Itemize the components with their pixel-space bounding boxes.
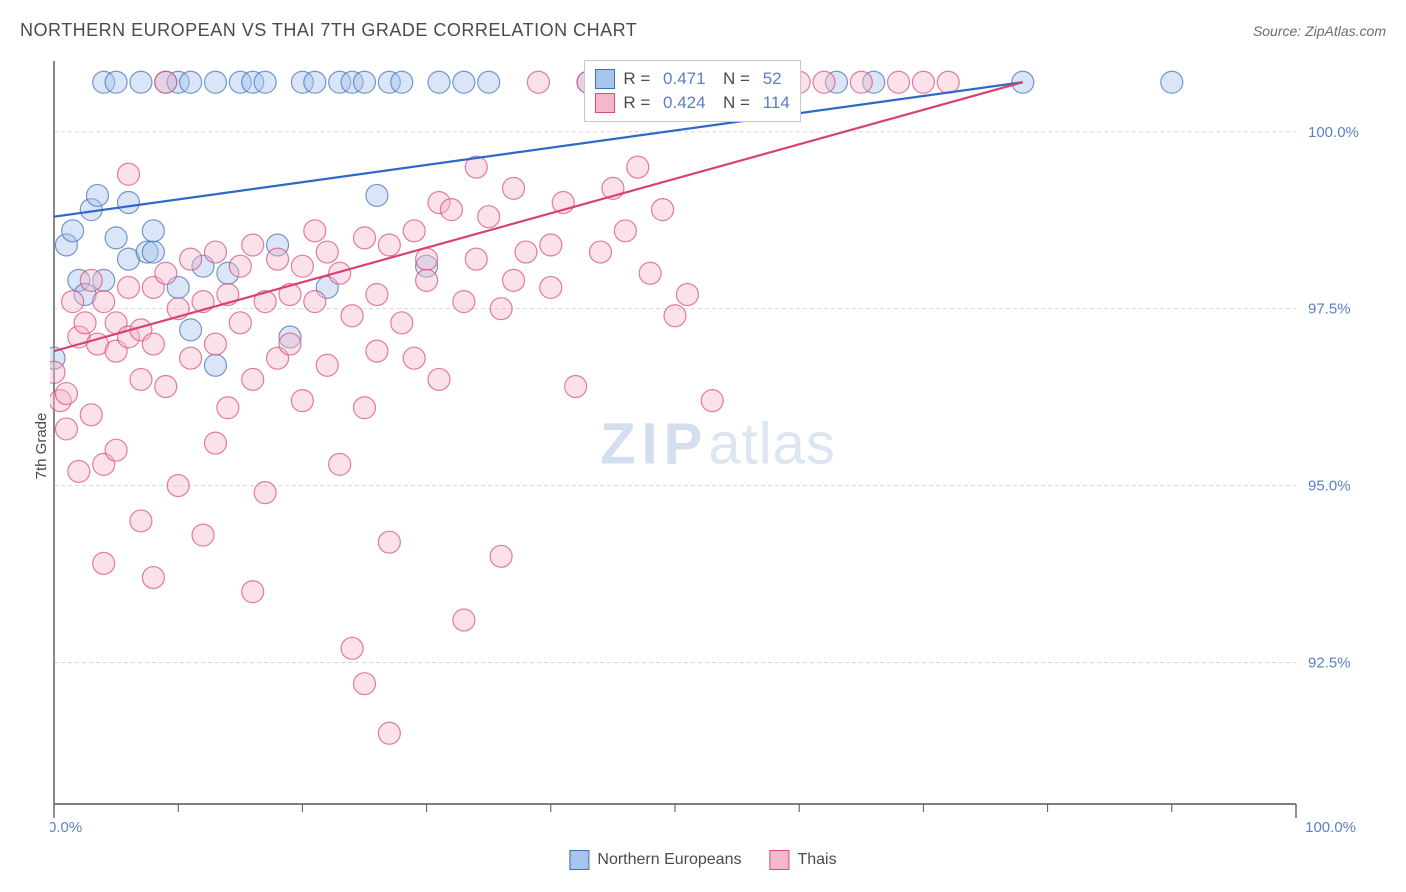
legend-label: Northern Europeans	[597, 851, 741, 869]
stat-r-value: 0.471	[663, 67, 706, 91]
legend-swatch-icon	[569, 850, 589, 870]
svg-text:100.0%: 100.0%	[1305, 819, 1356, 832]
stats-legend-box: R = 0.471 N = 52R = 0.424 N = 114	[584, 60, 800, 122]
chart-title: NORTHERN EUROPEAN VS THAI 7TH GRADE CORR…	[20, 20, 637, 41]
stat-n-label: N =	[714, 91, 755, 115]
bottom-legend-item: Northern Europeans	[569, 850, 741, 870]
bottom-legend: Northern Europeans Thais	[569, 850, 836, 870]
stats-legend-row: R = 0.424 N = 114	[595, 91, 789, 115]
svg-text:92.5%: 92.5%	[1308, 654, 1351, 671]
chart-area: 92.5%95.0%97.5%100.0%0.0%100.0% ZIPatlas…	[50, 55, 1386, 832]
y-axis-label: 7th Grade	[33, 413, 50, 480]
stat-n-value: 52	[763, 67, 782, 91]
source-text: Source: ZipAtlas.com	[1253, 23, 1386, 39]
stat-r-label: R =	[623, 67, 655, 91]
svg-text:100.0%: 100.0%	[1308, 124, 1359, 141]
legend-swatch-icon	[595, 93, 615, 113]
stat-n-label: N =	[714, 67, 755, 91]
stat-n-value: 114	[763, 91, 790, 115]
legend-swatch-icon	[769, 850, 789, 870]
stats-legend-row: R = 0.471 N = 52	[595, 67, 789, 91]
stat-r-label: R =	[623, 91, 655, 115]
svg-text:95.0%: 95.0%	[1308, 478, 1351, 495]
bottom-legend-item: Thais	[769, 850, 836, 870]
svg-text:0.0%: 0.0%	[50, 819, 82, 832]
legend-label: Thais	[797, 851, 836, 869]
scatter-chart-svg: 92.5% 95.0% 97.5% 100.0% 0.0% 100.0%	[50, 55, 1386, 832]
legend-swatch-icon	[595, 69, 615, 89]
svg-text:97.5%: 97.5%	[1308, 301, 1351, 318]
stat-r-value: 0.424	[663, 91, 706, 115]
